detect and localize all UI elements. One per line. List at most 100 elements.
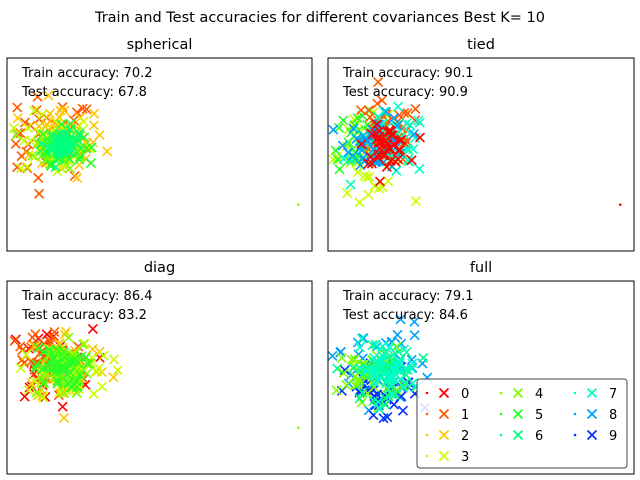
point-class-7 [406,363,417,374]
point-class-5 [85,157,97,169]
point-class-0 [373,137,384,148]
point-class-3 [15,363,26,374]
point-class-3 [363,189,374,200]
point-class-0 [384,143,395,154]
subplot-title: full [470,260,492,276]
legend-label: 3 [461,450,469,465]
point-class-0 [393,145,404,156]
point-class-7 [338,153,349,165]
point-class-1 [410,103,421,114]
point-class-0 [374,176,386,187]
point-class-0 [387,130,398,141]
point-class-1 [33,172,44,183]
subplot-title: diag [144,260,175,276]
point-class-7 [386,389,397,400]
point-class-3 [88,388,99,400]
point-class-2 [12,113,23,124]
point-class-6 [43,142,54,153]
legend-label: 6 [535,429,543,444]
legend-label: 8 [609,408,617,423]
point-class-1 [383,116,394,127]
point-class-8 [396,338,407,349]
point-class-4 [11,129,22,140]
point-class-7 [373,396,384,408]
point-class-8 [395,314,406,325]
axes-frame [6,57,313,252]
point-class-7 [369,377,380,388]
point-class-0 [23,343,34,354]
legend-entry-3: 3 [425,450,469,465]
outlier-point [618,203,622,206]
figure-title: Train and Test accuracies for different … [94,10,545,26]
point-class-4 [31,387,42,398]
point-class-8 [406,354,417,365]
point-class-5 [37,129,48,140]
point-class-4 [346,354,357,365]
point-class-2 [94,130,105,141]
legend-dot-marker [499,412,503,416]
point-class-4 [78,339,89,350]
point-class-9 [339,364,350,376]
point-class-1 [363,105,374,116]
legend-x-marker [586,429,598,441]
legend-x-marker [586,408,598,420]
legend-x-marker [512,408,524,420]
point-class-5 [56,119,67,130]
point-class-5 [338,115,349,126]
point-class-8 [348,123,359,134]
point-class-7 [405,128,416,139]
point-class-1 [71,107,82,118]
legend-entry-5: 5 [499,408,543,423]
legend-x-marker [512,387,524,399]
point-class-3 [22,122,33,133]
point-class-5 [47,362,58,373]
point-class-0 [363,158,374,169]
point-class-3 [112,365,123,376]
point-class-1 [19,117,31,128]
point-class-5 [62,377,73,388]
point-class-3 [8,123,19,134]
point-class-7 [392,101,404,112]
point-class-6 [354,393,365,404]
point-class-1 [34,188,45,199]
point-class-5 [38,377,50,389]
subplot-diag: diag Train accuracy: 86.4 Test accuracy: 8… [6,260,313,475]
subplot-title: tied [467,37,495,53]
point-class-0 [381,161,392,172]
legend-x-marker [438,450,450,462]
point-class-2 [108,372,119,383]
point-class-3 [25,135,36,146]
point-class-0 [40,391,51,402]
point-class-0 [396,134,407,145]
legend-entry-4: 4 [499,387,543,402]
point-class-2 [60,326,72,337]
train-accuracy-label: Train accuracy: 70.2 [21,66,153,81]
point-class-2 [72,172,83,183]
point-class-9 [378,413,389,424]
point-class-5 [86,142,97,153]
legend-entry-6: 6 [499,429,543,444]
point-class-4 [352,379,363,390]
point-class-7 [354,342,365,353]
point-class-4 [349,371,361,382]
point-class-1 [77,103,88,114]
point-class-8 [337,140,348,151]
outlier-point [296,426,300,429]
point-class-7 [377,350,388,361]
point-class-4 [32,137,43,148]
point-class-8 [392,329,403,340]
point-class-4 [338,368,349,379]
point-class-2 [102,146,113,157]
legend-dot-marker [573,412,577,416]
point-class-4 [349,361,360,372]
point-class-3 [97,381,108,392]
point-class-6 [50,140,61,151]
point-class-0 [371,119,382,130]
point-class-2 [59,105,70,116]
scatter-points [328,77,426,208]
point-class-5 [69,354,81,365]
axes-frame [6,280,313,475]
point-class-5 [65,367,76,378]
legend-x-marker [438,387,450,399]
